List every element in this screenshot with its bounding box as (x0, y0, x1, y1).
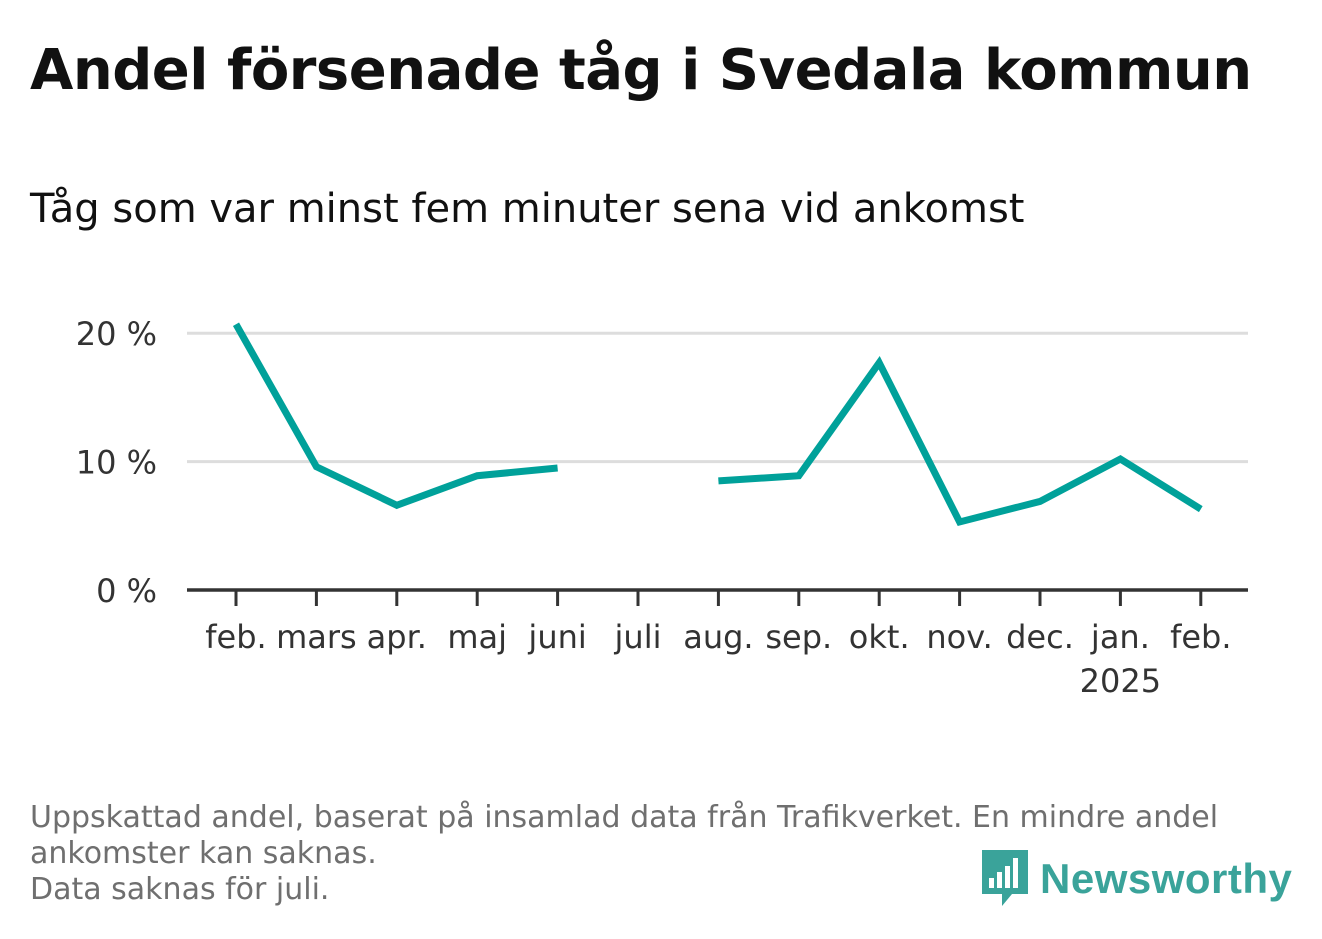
x-tick-label: apr. (367, 618, 427, 656)
line-chart: 0 % 10 % 20 % feb. mars apr. maj juni juli aug. se… (76, 315, 1248, 700)
x-tick-label: maj (447, 618, 507, 656)
y-tick-label: 20 % (76, 315, 157, 353)
series-line (718, 356, 1203, 527)
chart-subtitle: Tåg som var minst fem minuter sena vid a… (30, 186, 1025, 232)
x-tick-label: aug. (683, 618, 753, 656)
series-line (232, 322, 558, 510)
x-tick-label: jan. (1090, 618, 1150, 656)
x-tick-label: okt. (849, 618, 910, 656)
newsworthy-logo-icon (982, 850, 1028, 906)
x-tick-label: dec. (1006, 618, 1074, 656)
x-tick-label: feb. (1170, 618, 1231, 656)
brand-name: Newsworthy (1040, 855, 1293, 902)
footnote-line: Uppskattad andel, baserat på insamlad da… (30, 800, 1219, 835)
x-tick-label: feb. (205, 618, 266, 656)
chart-title: Andel försenade tåg i Svedala kommun (30, 38, 1252, 103)
brand-logo: Newsworthy (980, 848, 1292, 910)
x-tick-label: sep. (765, 618, 832, 656)
x-tick-label: mars (276, 618, 357, 656)
footnote-line: Data saknas för juli. (30, 872, 330, 907)
y-tick-label: 10 % (76, 444, 157, 482)
x-tick-label: juni (527, 618, 586, 656)
x-tick-label: nov. (926, 618, 992, 656)
footnote-line: ankomster kan saknas. (30, 836, 377, 871)
x-year-label: 2025 (1080, 662, 1161, 700)
x-tick-label: juli (614, 618, 662, 656)
y-tick-label: 0 % (96, 572, 157, 610)
footnote: Uppskattad andel, baserat på insamlad da… (30, 800, 1280, 908)
